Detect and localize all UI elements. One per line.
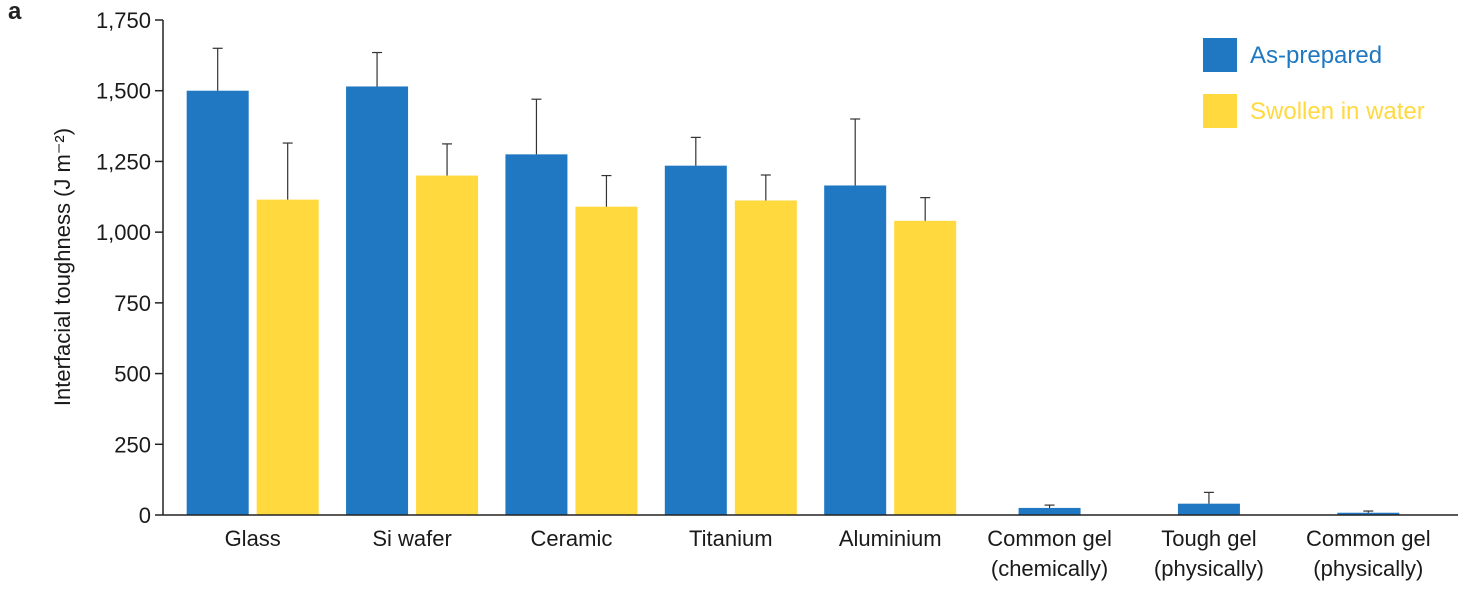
bar-as-prepared xyxy=(346,86,409,515)
x-category-label: (physically) xyxy=(1313,556,1423,581)
x-category-label: Glass xyxy=(225,526,281,551)
bar-as-prepared xyxy=(186,90,249,515)
y-tick-label: 500 xyxy=(114,362,151,387)
bar-swollen xyxy=(575,206,638,515)
y-tick-label: 1,250 xyxy=(96,149,151,174)
x-category-label: Aluminium xyxy=(839,526,942,551)
legend-swatch xyxy=(1203,94,1237,128)
legend-label: Swollen in water xyxy=(1250,98,1425,125)
legend: As-prepared Swollen in water xyxy=(1203,38,1425,128)
bar-swollen xyxy=(734,200,797,515)
bar-as-prepared xyxy=(824,185,887,515)
x-category-label: (physically) xyxy=(1154,556,1264,581)
bars xyxy=(186,47,1400,516)
x-category-label: Ceramic xyxy=(530,526,612,551)
y-tick-label: 1,750 xyxy=(96,8,151,33)
bar-as-prepared xyxy=(664,165,727,515)
x-category-label: Common gel xyxy=(1306,526,1431,551)
legend-swatch xyxy=(1203,38,1237,72)
y-tick-label: 1,000 xyxy=(96,220,151,245)
bar-as-prepared xyxy=(505,154,568,515)
bar-swollen xyxy=(894,220,957,516)
x-category-label: (chemically) xyxy=(991,556,1108,581)
x-category-label: Titanium xyxy=(689,526,773,551)
y-tick-label: 0 xyxy=(139,503,151,528)
legend-label: As-prepared xyxy=(1250,42,1382,69)
bar-swollen xyxy=(416,175,479,516)
y-tick-label: 1,500 xyxy=(96,79,151,104)
bar-as-prepared xyxy=(1177,503,1240,515)
x-axis: Glass Si wafer Ceramic Titanium Aluminium Com… xyxy=(163,514,1458,581)
bar-as-prepared xyxy=(1337,512,1400,515)
bar-swollen xyxy=(256,199,319,515)
x-category-label: Tough gel xyxy=(1161,526,1256,551)
bar-as-prepared xyxy=(1018,507,1081,515)
y-tick-label: 250 xyxy=(114,432,151,457)
y-tick-label: 750 xyxy=(114,291,151,316)
y-axis-label: Interfacial toughness (J m⁻²) xyxy=(50,128,75,406)
x-category-label: Common gel xyxy=(987,526,1112,551)
y-axis: 0 250 500 750 1,000 1,250 1,500 1,750 xyxy=(96,8,164,528)
panel-label: a xyxy=(8,0,22,25)
x-category-label: Si wafer xyxy=(372,526,451,551)
